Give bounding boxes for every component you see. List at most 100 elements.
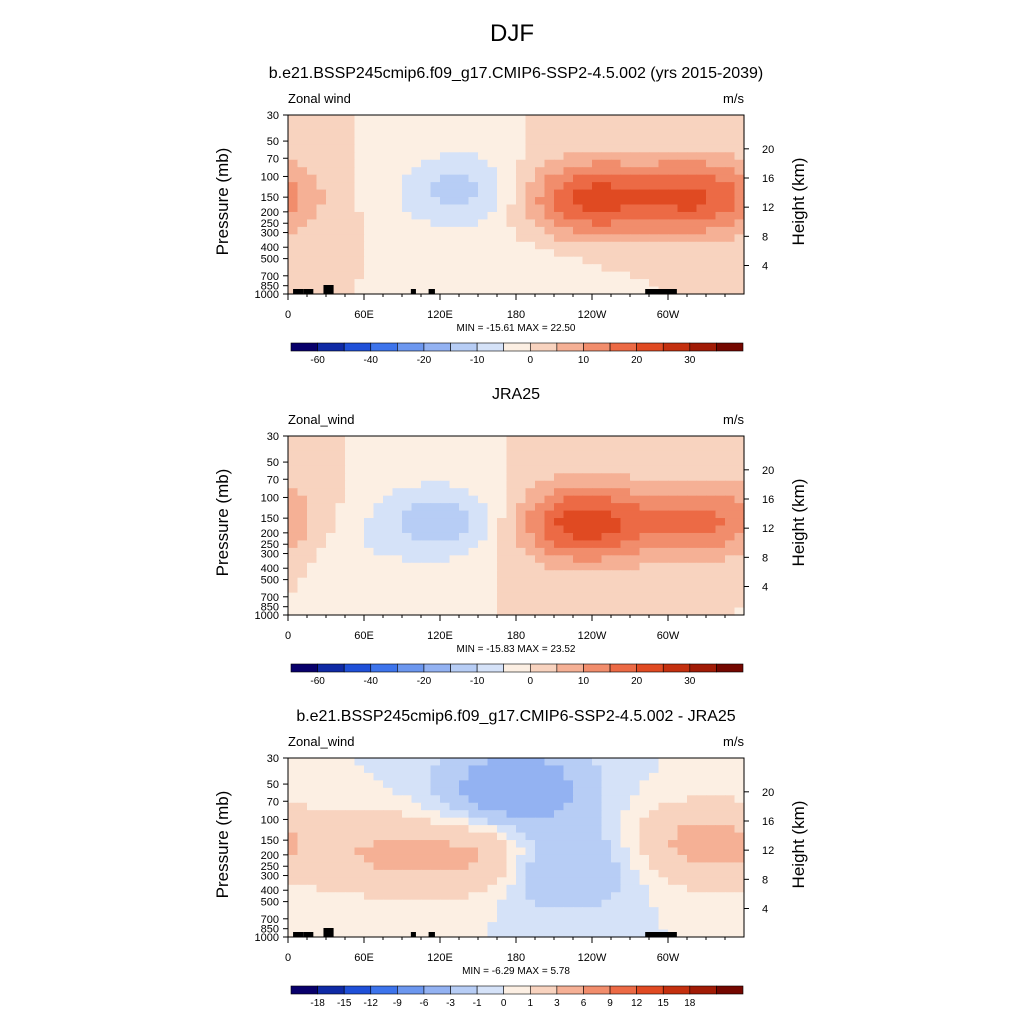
heatmap-cell — [392, 540, 403, 549]
heatmap-cell — [687, 877, 698, 886]
heatmap-cell — [554, 197, 565, 206]
heatmap-cell — [544, 204, 555, 213]
heatmap-cell — [715, 854, 726, 864]
heatmap-cell — [611, 480, 622, 489]
heatmap-cell — [478, 137, 489, 146]
heatmap-cell — [620, 458, 631, 467]
heatmap-cell — [468, 152, 479, 161]
heatmap-cell — [592, 869, 603, 878]
heatmap-cell — [687, 518, 698, 527]
y-right-tick-label: 16 — [762, 173, 774, 185]
heatmap-cell — [449, 129, 460, 138]
heatmap-cell — [506, 503, 517, 512]
heatmap-cell — [354, 152, 365, 161]
heatmap-cell — [715, 840, 726, 849]
heatmap-cell — [373, 907, 384, 916]
heatmap-cell — [468, 817, 479, 826]
heatmap-cell — [658, 115, 669, 124]
heatmap-cell — [639, 780, 650, 789]
heatmap-cell — [630, 907, 641, 916]
heatmap-cell — [611, 256, 622, 265]
heatmap-cell — [582, 271, 593, 280]
heatmap-cell — [573, 600, 584, 609]
heatmap-cell — [592, 780, 603, 789]
heatmap-cell — [345, 436, 356, 445]
heatmap-cell — [383, 503, 394, 512]
heatmap-cell — [639, 443, 650, 452]
heatmap-cell — [658, 780, 669, 789]
heatmap-cell — [658, 211, 669, 221]
heatmap-cell — [563, 765, 574, 774]
heatmap-cell — [544, 817, 555, 826]
x-tick-label: 60E — [354, 952, 374, 964]
colorbar-swatch — [343, 985, 372, 995]
heatmap-cell — [421, 182, 432, 191]
heatmap-cell — [620, 144, 631, 153]
heatmap-cell — [411, 211, 422, 221]
heatmap-cell — [497, 204, 508, 213]
heatmap-cell — [516, 525, 527, 534]
heatmap-cell — [487, 570, 498, 579]
heatmap-cell — [487, 907, 498, 916]
heatmap-cell — [487, 122, 498, 131]
heatmap-cell — [592, 226, 603, 235]
heatmap-cell — [506, 137, 517, 146]
heatmap-cell — [592, 473, 603, 482]
colorbar-swatch — [583, 985, 611, 995]
heatmap-cell — [630, 488, 641, 497]
heatmap-cell — [326, 780, 337, 789]
heatmap-cell — [326, 854, 337, 864]
heatmap-cell — [440, 585, 451, 594]
panel-3: b.e21.BSSP245cmip6.f09_g17.CMIP6-SSP2-4.… — [213, 708, 808, 1009]
heatmap-cell — [468, 465, 479, 474]
heatmap-cell — [525, 159, 536, 168]
heatmap-cell — [573, 152, 584, 161]
heatmap-cell — [402, 832, 413, 841]
heatmap-cell — [373, 914, 384, 923]
heatmap-cell — [373, 847, 384, 856]
heatmap-cell — [297, 279, 308, 288]
heatmap-cell — [696, 249, 707, 258]
heatmap-cell — [326, 510, 337, 519]
heatmap-cell — [544, 540, 555, 549]
heatmap-cell — [497, 585, 508, 594]
heatmap-cell — [459, 914, 470, 923]
heatmap-cell — [592, 862, 603, 871]
heatmap-cell — [497, 758, 508, 767]
heatmap-cell — [497, 182, 508, 191]
heatmap-cell — [487, 226, 498, 235]
heatmap-cell — [449, 892, 460, 901]
heatmap-cell — [668, 256, 679, 265]
heatmap-cell — [725, 450, 736, 459]
heatmap-cell — [649, 510, 660, 519]
heatmap-cell — [668, 914, 679, 923]
heatmap-cell — [478, 787, 489, 796]
heatmap-cell — [535, 503, 546, 512]
heatmap-cell — [288, 810, 299, 819]
heatmap-cell — [525, 810, 536, 819]
heatmap-cell — [440, 570, 451, 579]
heatmap-cell — [430, 592, 441, 601]
heatmap-cell — [658, 562, 669, 571]
heatmap-cell — [402, 907, 413, 916]
heatmap-cell — [335, 607, 346, 616]
heatmap-cell — [573, 129, 584, 138]
heatmap-cell — [677, 204, 688, 213]
heatmap-cell — [563, 122, 574, 131]
heatmap-cell — [573, 585, 584, 594]
heatmap-cell — [430, 450, 441, 459]
heatmap-cell — [297, 518, 308, 527]
heatmap-cell — [392, 592, 403, 601]
heatmap-cell — [687, 436, 698, 445]
heatmap-cell — [440, 144, 451, 153]
heatmap-cell — [620, 465, 631, 474]
heatmap-cell — [335, 847, 346, 856]
y-tick-label: 500 — [261, 254, 279, 266]
heatmap-cell — [677, 577, 688, 586]
heatmap-cell — [649, 264, 660, 273]
heatmap-cell — [354, 115, 365, 124]
heatmap-cell — [668, 137, 679, 146]
heatmap-cell — [335, 473, 346, 482]
colorbar-swatch — [689, 663, 717, 673]
heatmap-cell — [687, 892, 698, 901]
